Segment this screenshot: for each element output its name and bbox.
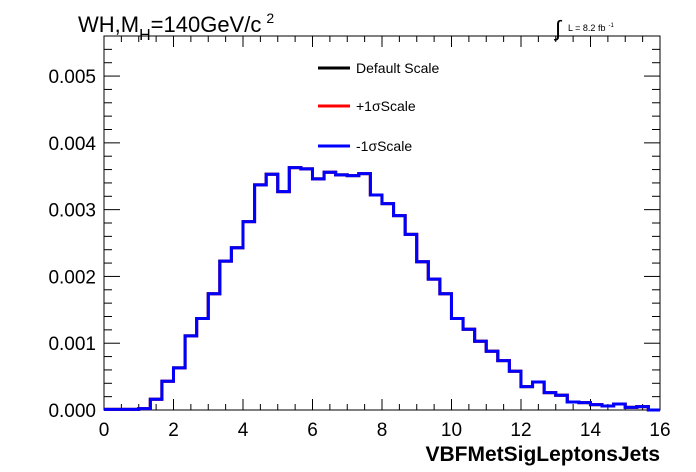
y-axis-ticks: 0.000 0.001 0.002 0.003 0.004 0.005 [48,35,660,422]
chart-title-superscript: 2 [266,10,274,26]
luminosity-value: L = 8.2 fb [568,23,605,33]
series-minus-1-sigma-scale [104,166,660,412]
chart-title-main: WH,M [78,12,139,37]
x-tick-label: 2 [168,420,179,441]
legend-label-plus-1-sigma: +1σScale [356,98,416,114]
luminosity-label: L = 8.2 fb -1 [568,23,614,33]
x-tick-label: 8 [377,420,388,441]
y-tick-label: 0.005 [48,67,96,88]
y-tick-label: 0.001 [48,334,96,355]
luminosity-superscript: -1 [608,23,614,29]
x-tick-label: 14 [580,420,602,441]
x-tick-label: 4 [238,420,249,441]
x-tick-label: 0 [99,420,110,441]
x-tick-label: 16 [649,420,670,441]
chart-title-subscript: H [139,27,151,44]
legend-label-default-scale: Default Scale [356,60,439,76]
x-tick-label: 10 [441,420,462,441]
y-tick-label: 0.000 [48,401,96,422]
chart-title-rest: =140GeV/c [151,12,262,37]
x-tick-label: 12 [510,420,531,441]
y-tick-label: 0.003 [48,201,96,222]
series-layer [104,166,660,412]
x-axis-ticks: 0 2 4 6 8 10 12 14 16 [99,36,671,441]
x-axis-label: VBFMetSigLeptonsJets [425,443,660,466]
integral-sign: ∫ [553,16,563,41]
legend-label-minus-1-sigma: -1σScale [356,138,412,154]
legend: Default Scale +1σScale -1σScale [318,60,439,154]
y-tick-label: 0.004 [48,134,96,155]
x-tick-label: 6 [307,420,318,441]
y-tick-label: 0.002 [48,267,96,288]
chart-title: WH,MH=140GeV/c 2 [78,10,274,44]
